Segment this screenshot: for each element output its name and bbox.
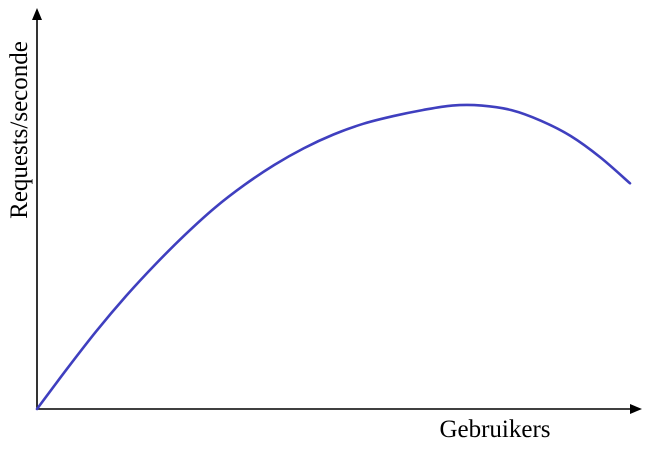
series-layer	[35, 103, 632, 411]
series-line-0	[35, 103, 632, 411]
y-axis-label: Requests/seconde	[6, 41, 33, 219]
x-axis	[37, 404, 642, 414]
x-axis-label: Gebruikers	[439, 416, 550, 443]
y-axis	[32, 8, 42, 409]
y-axis-arrowhead	[32, 8, 42, 20]
x-axis-arrowhead	[630, 404, 642, 414]
